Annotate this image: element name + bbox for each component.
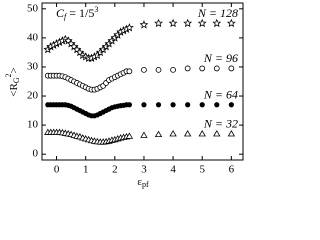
x-tick-label: 0 [54,164,60,176]
star-marker [197,18,207,28]
triangle-marker [140,131,148,138]
y-axis-label: <RG2> [4,67,21,97]
circle-marker [185,102,191,108]
circle-marker [199,102,205,108]
circle-marker [228,102,234,108]
circle-marker [170,66,176,73]
x-axis-label: εpf [137,176,149,189]
annotation: Cf = 1/53 [56,5,98,21]
triangle-marker [169,130,177,137]
circle-marker [141,66,147,73]
series-label: N = 64 [203,88,238,102]
triangle-marker [183,130,192,137]
x-tick-label: 5 [199,164,205,176]
circle-marker [228,65,235,72]
y-tick-label: 0 [33,148,39,160]
circle-marker [214,102,220,108]
chart: <RG2> εpf Cf = 1/53 0 1 2 3 4 5 6 0 10 20 30 40 50 N … [4,2,244,189]
triangle-marker [227,130,236,137]
x-tick-label: 1 [83,164,89,176]
plot-frame [41,2,244,161]
circle-marker [155,66,162,73]
y-tick-label: 40 [27,31,39,43]
circle-marker [126,102,132,108]
series-label: N = 96 [203,51,238,65]
circle-marker [126,68,133,75]
star-marker [168,18,178,28]
x-tick-label: 4 [170,164,176,176]
star-marker [183,18,193,28]
star-marker [124,23,134,32]
x-tick-label: 6 [229,164,235,176]
circle-marker [155,102,162,108]
y-tick-label: 30 [27,60,39,72]
x-tick-label: 3 [141,164,147,176]
y-tick-label: 20 [27,90,39,102]
circle-marker [184,65,191,72]
triangle-marker [213,130,221,137]
star-marker [154,18,163,28]
y-tick-label: 10 [27,119,39,131]
series-label: N = 128 [197,6,238,20]
triangle-marker [198,130,206,137]
circle-marker [213,65,220,72]
star-marker [139,20,149,29]
y-tick-label: 50 [27,2,39,14]
x-tick-label: 2 [112,164,118,176]
series-label: N = 32 [203,117,238,131]
circle-marker [141,102,147,108]
star-marker [212,18,222,28]
circle-marker [170,102,176,108]
circle-marker [199,65,206,72]
triangle-marker [125,132,134,139]
star-marker [226,18,236,28]
triangle-marker [154,130,163,138]
